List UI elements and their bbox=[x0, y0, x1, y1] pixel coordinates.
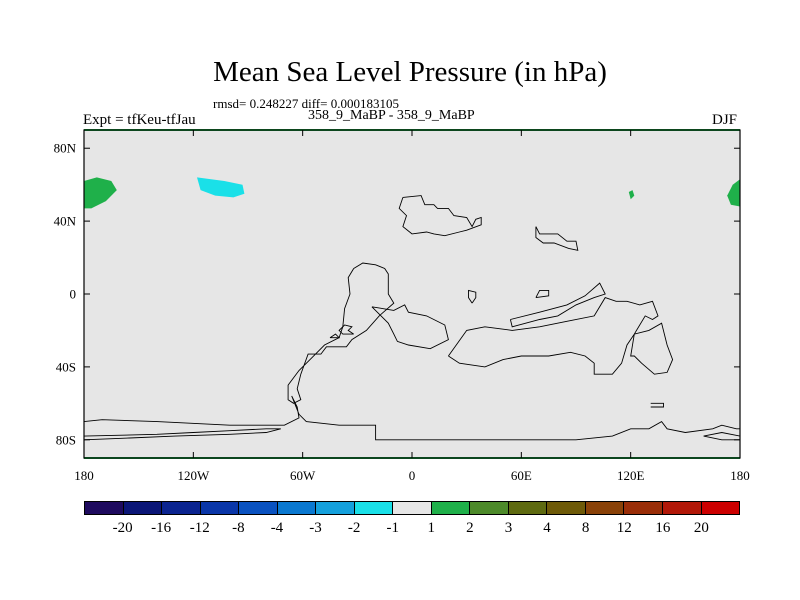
colorbar-label-13: 12 bbox=[616, 520, 632, 536]
colorbar-box-11 bbox=[508, 502, 548, 514]
coastline-8 bbox=[329, 333, 341, 339]
colorbar-box-13 bbox=[585, 502, 625, 514]
coastline-0 bbox=[398, 195, 482, 237]
coastline-layer bbox=[84, 195, 740, 458]
x-tick-label-6: 180 bbox=[730, 468, 750, 483]
season-label: DJF bbox=[712, 112, 738, 128]
coastline-10 bbox=[535, 289, 550, 299]
coastline-3 bbox=[371, 304, 449, 350]
coastline-5 bbox=[509, 282, 606, 328]
colorbar-label-3: -8 bbox=[232, 520, 245, 536]
colorbar-box-10 bbox=[470, 502, 509, 514]
coastline-11 bbox=[650, 402, 664, 408]
anomaly-region-0 bbox=[84, 177, 117, 209]
chart-title: Mean Sea Level Pressure (in hPa) bbox=[213, 56, 607, 88]
rmsd-diff-text: rmsd= 0.248227 diff= 0.000183105 bbox=[213, 96, 399, 111]
plot-background bbox=[84, 130, 740, 458]
colorbar-label-9: 2 bbox=[466, 520, 474, 536]
colorbar-label-4: -4 bbox=[270, 520, 284, 536]
colorbar-label-0: -20 bbox=[112, 520, 133, 536]
y-tick-label-4: 80S bbox=[56, 432, 76, 447]
anomaly-region-3 bbox=[628, 190, 635, 200]
period-label: 358_9_MaBP - 358_9_MaBP bbox=[308, 108, 475, 123]
anomaly-region-1 bbox=[727, 179, 740, 207]
x-tick-label-4: 60E bbox=[511, 468, 532, 483]
y-tick-label-1: 40N bbox=[54, 214, 77, 229]
x-tick-label-1: 120W bbox=[177, 468, 210, 483]
colorbar-box-15 bbox=[662, 502, 702, 514]
coastline-6 bbox=[84, 395, 740, 458]
coastline-7 bbox=[338, 324, 354, 335]
colorbar-box-4 bbox=[239, 502, 278, 514]
colorbar-box-9 bbox=[431, 502, 471, 514]
coastline-4 bbox=[448, 297, 674, 375]
colorbar-box-3 bbox=[200, 502, 240, 514]
colorbar-label-7: -1 bbox=[386, 520, 399, 536]
coastline-2 bbox=[287, 262, 395, 404]
colorbar-box-2 bbox=[162, 502, 201, 514]
anomaly-layer bbox=[84, 177, 740, 209]
x-tick-label-0: 180 bbox=[74, 468, 94, 483]
colorbar-label-10: 3 bbox=[504, 520, 513, 536]
colorbar-label-2: -12 bbox=[189, 520, 210, 536]
y-tick-label-0: 80N bbox=[54, 141, 77, 156]
colorbar-box-12 bbox=[547, 502, 586, 514]
colorbar-label-14: 16 bbox=[655, 520, 671, 536]
coastline-1 bbox=[535, 226, 579, 251]
colorbar-label-12: 8 bbox=[581, 520, 590, 536]
anomaly-region-2 bbox=[197, 177, 245, 198]
coastline-9 bbox=[468, 289, 477, 304]
colorbar-box-6 bbox=[316, 502, 355, 514]
colorbar-box-0 bbox=[85, 502, 124, 514]
colorbar-label-1: -16 bbox=[151, 520, 172, 536]
experiment-label: Expt = tfKeu-tfJau bbox=[83, 112, 196, 128]
x-tick-label-5: 120E bbox=[617, 468, 645, 483]
colorbar-box-8 bbox=[393, 502, 432, 514]
colorbar-box-16 bbox=[701, 502, 740, 514]
colorbar-box-14 bbox=[624, 502, 663, 514]
colorbar-label-6: -2 bbox=[347, 520, 361, 536]
x-tick-label-2: 60W bbox=[290, 468, 316, 483]
colorbar-label-8: 1 bbox=[427, 520, 436, 536]
y-tick-label-3: 40S bbox=[56, 359, 76, 374]
colorbar-label-5: -3 bbox=[309, 520, 322, 536]
colorbar-box-7 bbox=[354, 502, 394, 514]
colorbar-box-1 bbox=[123, 502, 163, 514]
axis-ticks: 180 120W 60W 0 60E 120E 180 80N 40N 0 40S 80S bbox=[54, 130, 750, 483]
colorbar-box-5 bbox=[277, 502, 317, 514]
y-tick-label-2: 0 bbox=[70, 287, 77, 302]
colorbar-label-11: 4 bbox=[543, 520, 551, 536]
colorbar-label-15: 20 bbox=[693, 520, 709, 536]
x-tick-label-3: 0 bbox=[409, 468, 416, 483]
colorbar bbox=[84, 501, 740, 515]
